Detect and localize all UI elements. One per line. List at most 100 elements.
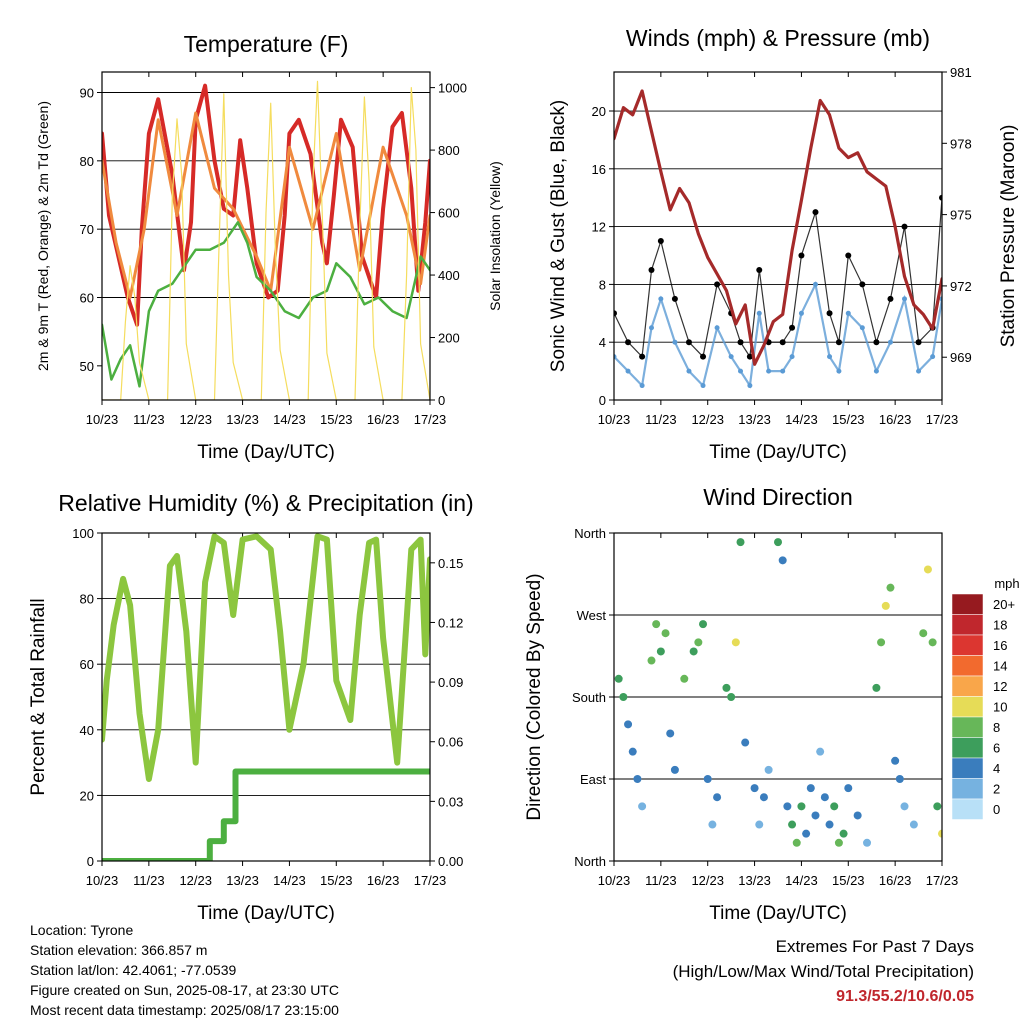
direction-point	[647, 656, 656, 665]
x-tick-label: 13/23	[738, 412, 771, 427]
gust-line	[614, 197, 942, 359]
y-tick-label: 70	[80, 222, 94, 237]
x-axis-label: Time (Day/UTC)	[709, 903, 847, 924]
y-tick-label: 0	[599, 393, 606, 408]
x-tick-label: 15/23	[320, 873, 353, 888]
wind-direction-panel: Wind Direction North East South West North 10/…	[524, 484, 958, 924]
y2-tick-label: 0.15	[438, 556, 463, 571]
winds-pressure-panel: Winds (mph) & Pressure (mb) 0 4 8 12 16 20 969 9…	[548, 25, 1019, 463]
station-info: Location: Tyrone Station elevation: 366.…	[30, 920, 339, 1020]
series-group	[614, 89, 942, 389]
direction-point	[670, 765, 679, 774]
x-tick-label: 14/23	[273, 412, 306, 427]
legend-label: 20+	[993, 597, 1015, 612]
series-line	[102, 221, 430, 388]
legend-swatch	[951, 716, 984, 738]
legend-label: 8	[993, 720, 1000, 735]
direction-point	[750, 784, 759, 793]
y-tick-label: 12	[592, 220, 606, 235]
x-tick-label: 12/23	[179, 412, 212, 427]
direction-point	[788, 820, 797, 829]
direction-point	[834, 838, 843, 847]
x-tick-label: 12/23	[691, 412, 724, 427]
y2-tick-label: 969	[950, 350, 972, 365]
station-elevation: Station elevation: 366.857 m	[30, 942, 208, 958]
y2-tick-label: 1000	[438, 81, 467, 96]
direction-point	[792, 838, 801, 847]
y2-axis-label: Station Pressure (Maroon)	[998, 125, 1019, 348]
series-group	[102, 80, 430, 400]
extremes-values: 91.3/55.2/10.6/0.05	[836, 988, 974, 1005]
x-axis-label: Time (Day/UTC)	[197, 903, 335, 924]
legend-swatch	[951, 778, 984, 800]
y-tick-label: 60	[80, 291, 94, 306]
y-tick-label: 20	[592, 104, 606, 119]
direction-point	[774, 538, 782, 547]
direction-point	[811, 811, 820, 820]
legend-label: 18	[993, 618, 1007, 633]
legend-label: 12	[993, 679, 1007, 694]
legend-label: 4	[993, 761, 1000, 776]
direction-point	[919, 629, 928, 638]
recent-timestamp: Most recent data timestamp: 2025/08/17 2…	[30, 1002, 339, 1018]
direction-point	[863, 838, 872, 847]
direction-point	[713, 793, 722, 802]
legend-swatch	[951, 655, 984, 677]
direction-point	[839, 829, 848, 838]
y-axis-label: Direction (Colored By Speed)	[524, 573, 545, 820]
speed-legend: mph 20+ 18 16 14 12 10 8 6 4 2 0	[951, 576, 1020, 820]
x-tick-label: 10/23	[598, 412, 631, 427]
y-tick-label: North	[574, 526, 606, 541]
series-line	[102, 111, 430, 299]
x-tick-label: 14/23	[785, 412, 818, 427]
x-tick-label: 10/23	[598, 873, 631, 888]
wind-line	[614, 280, 942, 389]
x-tick-label: 16/23	[367, 873, 400, 888]
plot-frame	[613, 532, 943, 862]
extremes-subtitle: (High/Low/Max Wind/Total Precipitation)	[672, 962, 974, 981]
direction-point	[820, 793, 829, 802]
direction-point	[628, 747, 637, 756]
legend-swatch	[951, 614, 984, 636]
legend-swatch	[951, 737, 984, 759]
x-tick-label: 15/23	[832, 873, 865, 888]
x-tick-label: 11/23	[133, 873, 165, 888]
y-tick-label: West	[577, 608, 607, 623]
y2-axis-label: Solar Insolation (Yellow)	[487, 161, 503, 311]
x-axis-label: Time (Day/UTC)	[197, 442, 335, 463]
humidity-precip-panel: Relative Humidity (%) & Precipitation (i…	[28, 490, 474, 924]
y-tick-label: 90	[80, 86, 94, 101]
plot-frame	[101, 532, 431, 862]
direction-point	[806, 784, 815, 793]
legend-label: 2	[993, 782, 1000, 797]
direction-point	[764, 765, 773, 774]
y2-tick-label: 0.00	[438, 854, 463, 869]
direction-point	[825, 820, 834, 829]
direction-point	[802, 829, 811, 838]
figure-created: Figure created on Sun, 2025-08-17, at 23…	[30, 982, 339, 998]
direction-point	[638, 802, 647, 811]
direction-point	[923, 565, 932, 574]
direction-point	[624, 720, 633, 729]
direction-point	[886, 583, 895, 592]
y2-tick-label: 600	[438, 206, 460, 221]
direction-point	[909, 820, 918, 829]
direction-point	[708, 820, 717, 829]
y-tick-label: 80	[80, 154, 94, 169]
panel-title: Winds (mph) & Pressure (mb)	[626, 25, 930, 51]
x-tick-label: 11/23	[133, 412, 165, 427]
direction-point	[656, 647, 665, 656]
x-tick-label: 16/23	[879, 412, 912, 427]
x-tick-label: 15/23	[832, 412, 865, 427]
y-axis-label: Sonic Wind & Gust (Blue, Black)	[548, 100, 569, 372]
series-group	[102, 533, 430, 861]
y2-tick-label: 0	[438, 393, 445, 408]
direction-point	[741, 738, 750, 747]
legend-swatch	[951, 798, 984, 820]
direction-point	[736, 538, 745, 547]
x-tick-label: 12/23	[179, 873, 212, 888]
direction-point	[928, 638, 937, 647]
direction-point	[881, 601, 890, 610]
panel-title: Wind Direction	[703, 484, 853, 510]
y-tick-label: North	[574, 854, 606, 869]
